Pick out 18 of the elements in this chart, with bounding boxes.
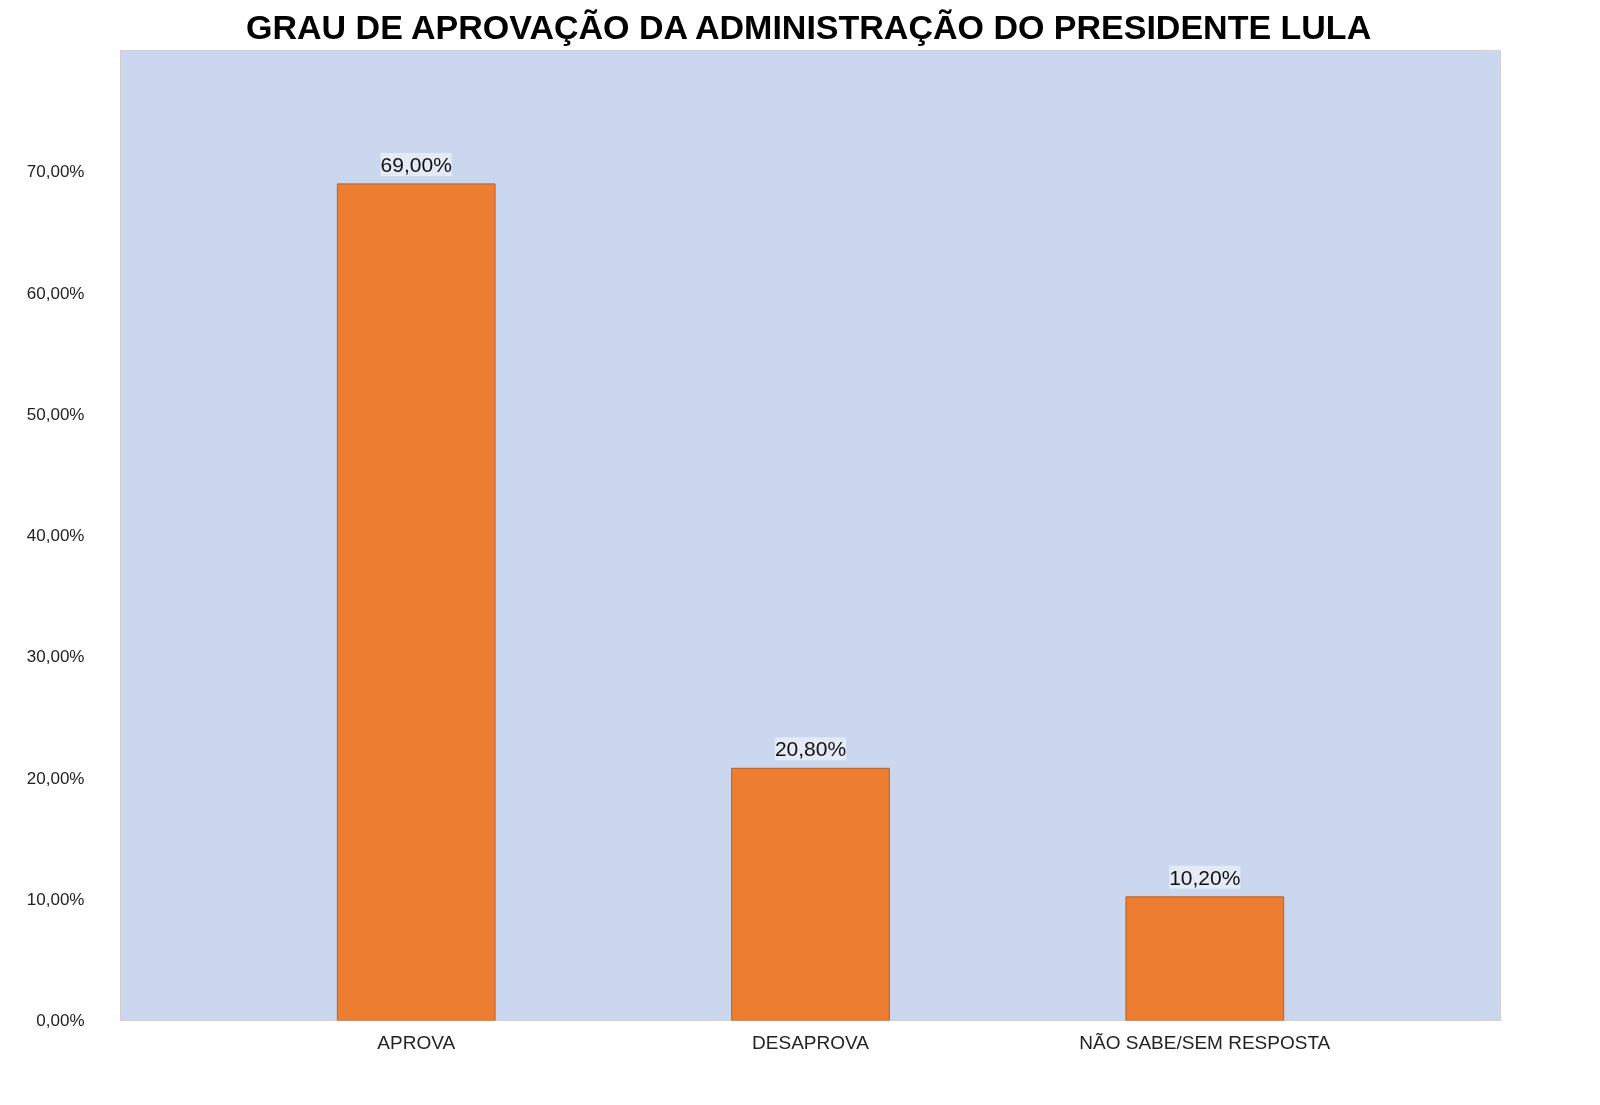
x-tick-label: DESAPROVA	[752, 1031, 870, 1053]
x-tick-label: NÃO SABE/SEM RESPOSTA	[1079, 1031, 1331, 1053]
bar	[731, 767, 890, 1021]
y-tick-label: 60,00%	[26, 283, 85, 303]
y-tick-label: 10,00%	[26, 889, 85, 909]
y-tick-label: 50,00%	[26, 404, 85, 424]
y-tick-label: 30,00%	[26, 647, 85, 667]
y-tick-label: 40,00%	[26, 526, 85, 545]
chart-title: GRAU DE APROVAÇÃO DA ADMINISTRAÇÃO DO PRESIDENTE LULA	[246, 7, 1372, 46]
y-tick-label: 20,00%	[26, 768, 85, 788]
data-label: 69,00%	[380, 152, 452, 176]
y-tick-label: 0,00%	[36, 1011, 85, 1030]
y-tick-label: 70,00%	[26, 162, 85, 182]
data-label: 10,20%	[1169, 865, 1241, 889]
bar	[336, 183, 496, 1021]
bar	[1125, 896, 1285, 1021]
x-tick-label: APROVA	[377, 1031, 456, 1053]
data-label: 20,80%	[774, 737, 847, 761]
